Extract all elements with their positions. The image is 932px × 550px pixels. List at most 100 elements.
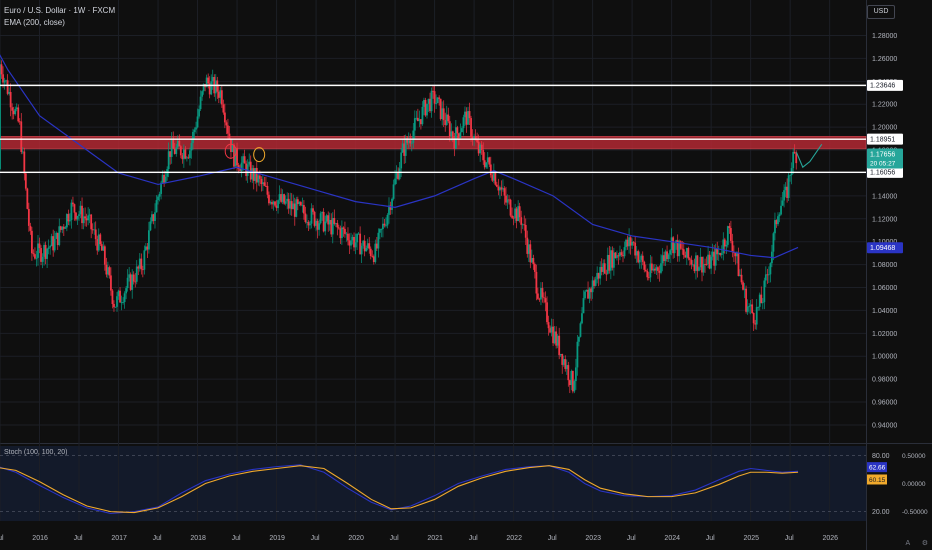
candle-body: [240, 162, 243, 171]
candle-body: [53, 238, 56, 251]
candle-body: [365, 248, 368, 252]
candle-body: [187, 157, 190, 159]
candle-body: [87, 215, 90, 221]
candle-body: [617, 255, 620, 257]
candle-body: [654, 268, 656, 271]
candle-body: [611, 250, 614, 268]
candle-body: [462, 117, 465, 129]
candle-body: [578, 336, 580, 342]
candle-body: [687, 248, 690, 259]
candle-body: [632, 241, 635, 243]
auto-scale-button[interactable]: A: [905, 540, 910, 547]
time-tick-label: 2021: [427, 535, 443, 542]
candle-body: [120, 302, 123, 304]
candle-body: [420, 119, 422, 125]
candle-body: [749, 304, 752, 307]
stoch-tick-label: 20.00: [872, 509, 890, 516]
projection-path[interactable]: [795, 144, 823, 169]
candle-body: [222, 104, 225, 113]
candle-body: [37, 243, 39, 258]
annotation-circle[interactable]: [224, 143, 237, 159]
annotation-circle[interactable]: [253, 147, 266, 163]
time-tick-label: Jul: [627, 535, 636, 542]
candle-body: [494, 172, 497, 185]
candle-body: [148, 230, 150, 250]
candle-body: [192, 131, 194, 143]
candle-body: [176, 140, 179, 148]
stoch-line-k[interactable]: [0, 464, 799, 515]
candle-body: [404, 138, 407, 156]
candle-body: [11, 107, 14, 111]
time-tick-label: 2018: [190, 535, 206, 542]
candle-body: [597, 272, 600, 279]
candle-body: [164, 176, 167, 183]
settings-icon[interactable]: ⚙: [921, 540, 928, 547]
candle-body: [562, 359, 565, 365]
candle-body: [17, 107, 20, 122]
candle-body: [103, 246, 106, 265]
candle-body: [141, 269, 144, 271]
candle-body: [345, 233, 348, 235]
time-tick-label: 2024: [664, 535, 680, 542]
candle-body: [189, 150, 191, 159]
currency-selector[interactable]: USD: [867, 5, 895, 19]
resistance-zone[interactable]: [0, 136, 867, 150]
candle-body: [751, 304, 754, 313]
candle-body: [489, 164, 492, 176]
candle-body: [369, 248, 372, 256]
candle-body: [731, 240, 734, 253]
stoch-secondary-tick: 0.00000: [902, 481, 926, 488]
candle-body: [629, 237, 632, 246]
candle-body: [152, 214, 155, 221]
stoch-indicator-label[interactable]: Stoch (100, 100, 20): [4, 449, 68, 456]
candle-body: [691, 264, 694, 266]
candle-body: [626, 239, 629, 247]
candle-body: [547, 322, 550, 329]
candle-body: [383, 223, 386, 226]
candle-body: [678, 241, 681, 257]
candle-body: [356, 233, 358, 243]
candle-body: [535, 271, 538, 294]
price-tick-label: 1.08000: [872, 262, 897, 269]
candle-body: [672, 237, 675, 254]
price-tick-label: 0.96000: [872, 400, 897, 407]
candle-body: [251, 168, 254, 180]
time-tick-label: Jul: [706, 535, 715, 542]
candle-body: [195, 127, 197, 130]
candle-body: [698, 267, 700, 271]
candle-body: [202, 83, 205, 92]
candle-body: [574, 367, 577, 382]
candle-body: [400, 152, 403, 169]
ema-indicator-label[interactable]: EMA (200, close): [4, 18, 65, 27]
candle-body: [296, 199, 299, 205]
ema-line[interactable]: [0, 26, 799, 259]
candle-body: [667, 254, 670, 259]
candle-body: [409, 140, 412, 144]
stoch-line-d[interactable]: [0, 465, 799, 514]
candle-body: [0, 64, 1, 170]
candle-body: [366, 243, 369, 249]
candle-body: [181, 155, 184, 160]
candle-body: [3, 80, 6, 83]
candle-body: [236, 147, 238, 166]
candle-body: [553, 331, 556, 344]
candle-body: [146, 246, 149, 250]
candle-body: [655, 267, 658, 271]
candle-body: [616, 255, 618, 259]
candle-body: [123, 293, 126, 303]
candle-body: [6, 80, 9, 94]
candle-body: [78, 214, 80, 216]
candle-body: [154, 212, 156, 221]
candle-body: [234, 147, 237, 167]
candle-body: [699, 256, 702, 268]
candle-body: [143, 250, 146, 270]
candle-body: [650, 263, 653, 271]
scale-toolbar[interactable]: A ⚙: [895, 539, 928, 547]
symbol-title[interactable]: Euro / U.S. Dollar · 1W · FXCM: [4, 6, 116, 15]
candle-body: [430, 90, 433, 112]
candle-body: [149, 221, 152, 231]
candle-body: [70, 202, 73, 221]
candle-body: [628, 237, 630, 247]
candle-body: [8, 91, 11, 94]
